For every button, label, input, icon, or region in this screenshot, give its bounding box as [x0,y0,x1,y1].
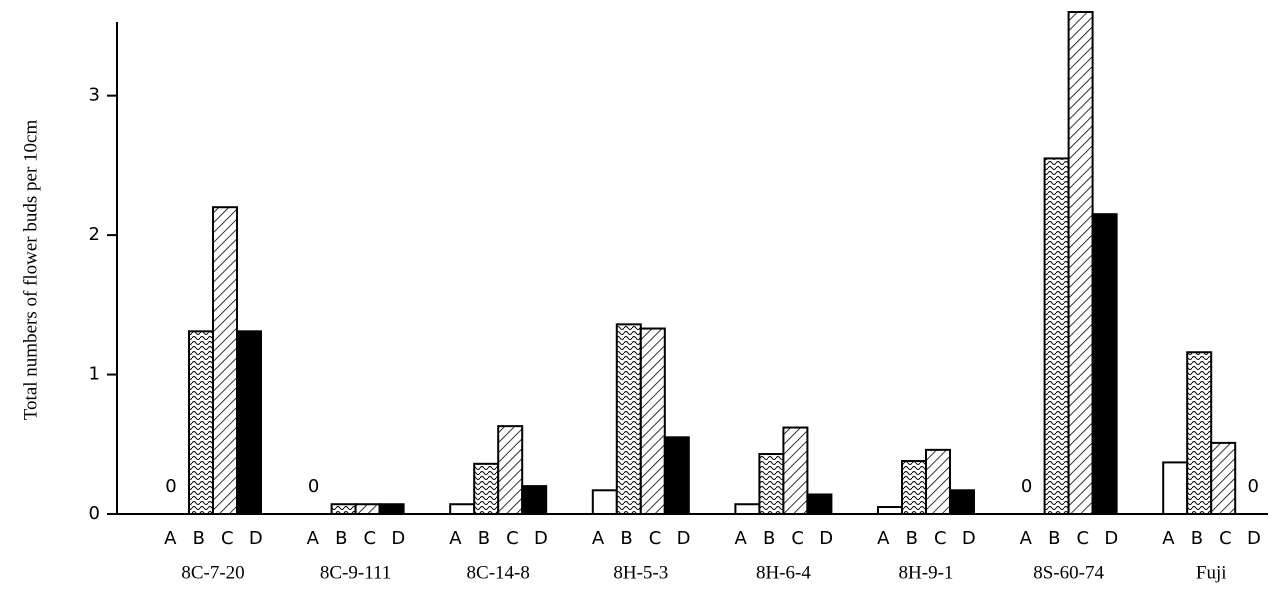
x-tick-label: 8C-7-20 [181,562,244,583]
series-label: D [391,528,405,549]
series-label: B [763,528,775,549]
series-label: A [877,528,890,549]
bar [639,327,666,515]
series-label: C [364,528,377,549]
series-label: A [164,528,177,549]
series-label: A [449,528,462,549]
series-label: C [221,528,234,549]
bar [449,503,476,516]
series-label: D [249,528,263,549]
series-label: B [1048,528,1060,549]
series-label: C [1077,528,1090,549]
x-tick-label: 8S-60-74 [1033,562,1104,583]
x-tick-label: 8C-9-111 [320,562,391,583]
series-label: C [506,528,519,549]
bar [236,330,262,516]
bar [949,489,975,515]
y-axis-label: Total numbers of flower buds per 10cm [20,120,41,421]
series-label: A [734,528,747,549]
bar [901,460,927,515]
bar [1186,351,1213,515]
y-tick-label: 3 [89,85,100,106]
series-label: C [1219,528,1232,549]
bar [188,330,214,516]
bar [330,503,357,516]
series-label: A [592,528,605,549]
bar [354,503,381,516]
x-tick-label: 8C-14-8 [467,562,530,583]
bar [473,462,500,515]
bar [663,436,690,515]
series-label: A [1162,528,1175,549]
bar [591,489,618,515]
series-label: A [307,528,320,549]
series-label: B [193,528,205,549]
bar [212,206,238,515]
series-label: C [649,528,662,549]
bar [782,426,809,515]
series-label: A [1020,528,1033,549]
series-label: B [478,528,490,549]
x-tick-label: 8H-6-4 [756,562,811,583]
series-label: C [791,528,804,549]
series-label: B [335,528,347,549]
x-tick-label: Fuji [1196,562,1227,583]
zero-label: 0 [165,476,176,497]
bar [806,493,833,516]
series-label: D [1247,528,1261,549]
zero-label: 0 [1247,476,1258,497]
x-tick-label: 8H-9-1 [899,562,954,583]
bar [615,323,642,515]
y-tick-label: 2 [89,224,100,245]
series-label: D [962,528,976,549]
x-tick-label: 8H-5-3 [613,562,668,583]
zero-label: 0 [308,476,319,497]
series-label: D [819,528,833,549]
series-label: D [534,528,548,549]
y-tick-label: 0 [89,503,100,524]
bar [734,503,761,516]
series-label: D [677,528,691,549]
bar [1210,441,1237,515]
series-label: B [620,528,632,549]
y-tick-label: 1 [89,364,100,385]
series-label: B [1191,528,1203,549]
bar [877,506,903,515]
series-label: C [934,528,947,549]
series-label: D [1104,528,1118,549]
zero-label: 0 [1021,476,1032,497]
bar [497,425,524,515]
bar [758,453,785,515]
bar [1043,157,1070,516]
bar [378,503,405,516]
bar [925,448,951,516]
bar [1091,213,1118,515]
bar [1162,461,1189,515]
series-label: B [906,528,918,549]
bar [1067,11,1094,515]
bar [521,485,548,516]
